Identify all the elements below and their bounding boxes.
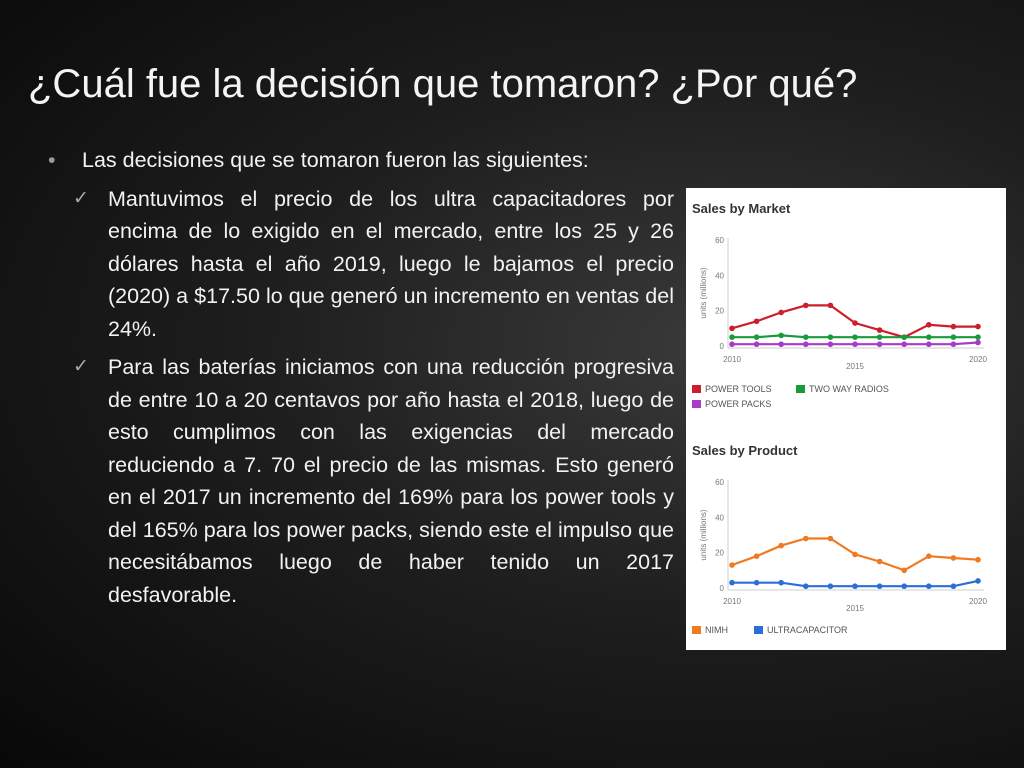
data-point [852,334,858,340]
data-point [975,334,981,340]
data-point [901,334,907,340]
data-point [803,302,809,309]
charts-svg: Sales by Market 0 20 40 60 units (millions) 20… [692,201,987,635]
data-point [753,334,760,340]
data-point [901,567,907,574]
data-point [729,341,735,348]
slide-title: ¿Cuál fue la decisión que tomaron? ¿Por … [28,62,858,106]
y-axis-label: units (millions) [699,267,708,318]
bullet-dot-icon: • [48,148,56,172]
y-tick-label: 20 [715,549,724,558]
charts-panel: Sales by Market 0 20 40 60 units (millions) 20… [686,188,1006,650]
data-point [803,341,809,348]
data-point [803,334,809,340]
data-point [753,553,760,559]
data-point [778,309,784,316]
legend-label: NIMH [705,625,728,635]
data-point [778,542,784,549]
data-point [827,334,834,340]
checkmark-icon: ✓ [73,356,89,377]
data-point [753,318,760,325]
y-tick-label: 40 [715,513,724,522]
data-point [876,558,883,565]
data-point [876,583,883,590]
data-point [950,323,957,330]
data-point [901,583,907,590]
data-point [852,341,858,348]
y-tick-label: 20 [715,307,724,316]
data-point [950,334,957,340]
y-tick-label: 40 [715,271,724,280]
legend-swatch [692,400,701,408]
legend-label: POWER PACKS [705,399,771,409]
data-point [876,341,883,348]
data-point [827,341,834,348]
data-point [778,579,784,586]
data-point [753,341,760,348]
y-tick-label: 60 [715,478,724,487]
data-point [926,322,932,328]
data-point [827,535,834,542]
data-point [827,583,834,590]
data-point [975,578,981,584]
data-point [926,334,932,340]
y-axis-label: units (millions) [699,509,708,560]
data-point [852,320,858,326]
data-point [778,332,784,339]
y-tick-label: 0 [720,584,725,593]
data-point [729,325,735,332]
chart-title: Sales by Market [692,201,791,216]
data-point [950,341,957,348]
x-tick-label: 2020 [969,597,987,606]
data-point [975,339,981,346]
sub-bullet-text: Mantuvimos el precio de los ultra capaci… [108,186,674,341]
data-point [950,555,957,561]
data-point [852,583,858,590]
data-point [827,302,834,309]
x-tick-label: 2010 [723,355,741,364]
sub-bullet-capacitors: ✓ Mantuvimos el precio de los ultra capa… [48,183,674,346]
slide-content: • Las decisiones que se tomaron fueron l… [48,144,674,611]
data-point [876,327,883,333]
data-point [753,579,760,586]
data-point [729,562,735,568]
x-tick-label: 2015 [846,604,864,613]
data-point [778,341,784,348]
checkmark-icon: ✓ [73,187,89,209]
legend-label: ULTRACAPACITOR [767,625,848,635]
data-point [926,553,932,559]
main-bullet: • Las decisiones que se tomaron fueron l… [48,144,674,177]
legend-swatch [692,626,701,634]
data-point [950,583,957,590]
data-point [803,583,809,590]
data-point [901,341,907,348]
legend-swatch [692,385,701,393]
data-point [729,579,735,586]
x-tick-label: 2010 [723,597,741,606]
data-point [876,334,883,340]
x-tick-label: 2015 [846,362,864,371]
sub-bullet-batteries: ✓ Para las baterías iniciamos con una re… [48,351,674,611]
y-tick-label: 60 [715,236,724,245]
data-point [729,334,735,340]
legend-label: TWO WAY RADIOS [809,384,889,394]
data-point [926,341,932,348]
data-point [975,556,981,563]
x-tick-label: 2020 [969,355,987,364]
data-point [975,323,981,330]
legend-label: POWER TOOLS [705,384,772,394]
data-point [852,551,858,558]
data-point [926,583,932,590]
data-point [803,535,809,542]
sub-bullet-text: Para las baterías iniciamos con una redu… [108,355,674,607]
main-bullet-text: Las decisiones que se tomaron fueron las… [82,148,589,172]
legend-swatch [754,626,763,634]
y-tick-label: 0 [720,342,725,351]
chart-title: Sales by Product [692,443,798,458]
legend-swatch [796,385,805,393]
